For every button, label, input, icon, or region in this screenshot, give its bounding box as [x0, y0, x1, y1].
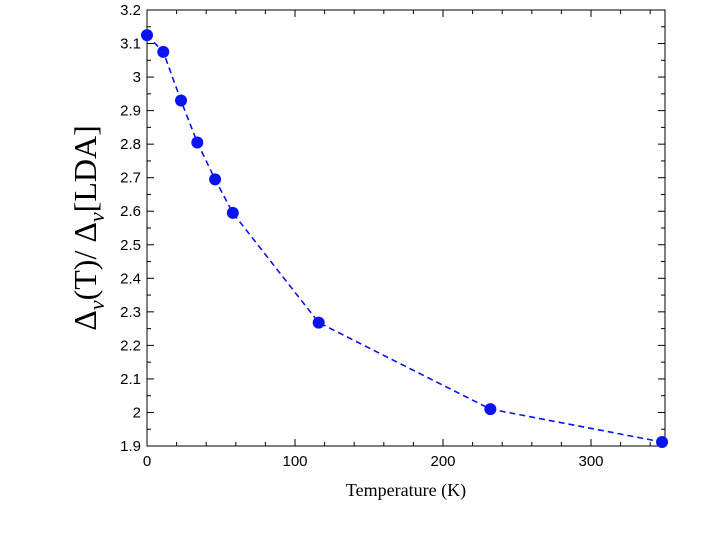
y-tick-label: 2.8 — [120, 136, 141, 153]
y-axis-title-delta2: Δ — [67, 222, 103, 243]
y-tick-label: 2 — [133, 404, 141, 421]
y-axis-title-delta1: Δ — [67, 310, 103, 331]
y-tick-label: 2.4 — [120, 270, 141, 287]
y-tick-label: 2.1 — [120, 371, 141, 388]
data-points — [141, 29, 669, 448]
data-point — [191, 136, 204, 149]
x-tick-label: 300 — [578, 453, 603, 470]
y-tick-label: 3 — [133, 69, 141, 86]
y-tick-label: 2.6 — [120, 203, 141, 220]
y-tick-label: 1.9 — [120, 438, 141, 455]
y-tick-label: 3.1 — [120, 36, 141, 53]
y-axis-title-mid: (T)/ — [67, 243, 103, 301]
series-line — [146, 34, 663, 443]
y-tick-label: 2.9 — [120, 103, 141, 120]
data-point — [484, 403, 497, 416]
y-axis-title-sub1: v — [84, 300, 109, 310]
plot-frame — [146, 9, 666, 447]
data-point — [656, 435, 669, 448]
x-tick-label: 0 — [143, 453, 151, 470]
data-point — [157, 45, 170, 58]
y-tick-label: 3.2 — [120, 2, 141, 19]
y-axis-title-sub2: v — [84, 212, 109, 222]
data-point — [209, 173, 222, 186]
y-axis-title: Δv(T)/ Δv[LDA] — [67, 125, 109, 331]
x-tick-label: 200 — [430, 453, 455, 470]
x-axis-title: Temperature (K) — [346, 480, 466, 501]
y-tick-label: 2.2 — [120, 337, 141, 354]
x-tick-label: 100 — [282, 453, 307, 470]
data-point — [226, 206, 239, 219]
y-tick-label: 2.5 — [120, 237, 141, 254]
y-tick-label: 2.7 — [120, 170, 141, 187]
ticks — [146, 9, 665, 447]
y-tick-label: 2.3 — [120, 304, 141, 321]
data-point — [312, 316, 325, 329]
y-axis-title-end: [LDA] — [67, 125, 103, 212]
tick-labels: 1.9 2 2.1 2.2 2.3 2.4 2.5 2.6 2.7 2.8 2.9 3 3.1 3.2 0 1… — [120, 2, 603, 470]
data-point — [141, 29, 153, 42]
data-point — [175, 94, 188, 107]
